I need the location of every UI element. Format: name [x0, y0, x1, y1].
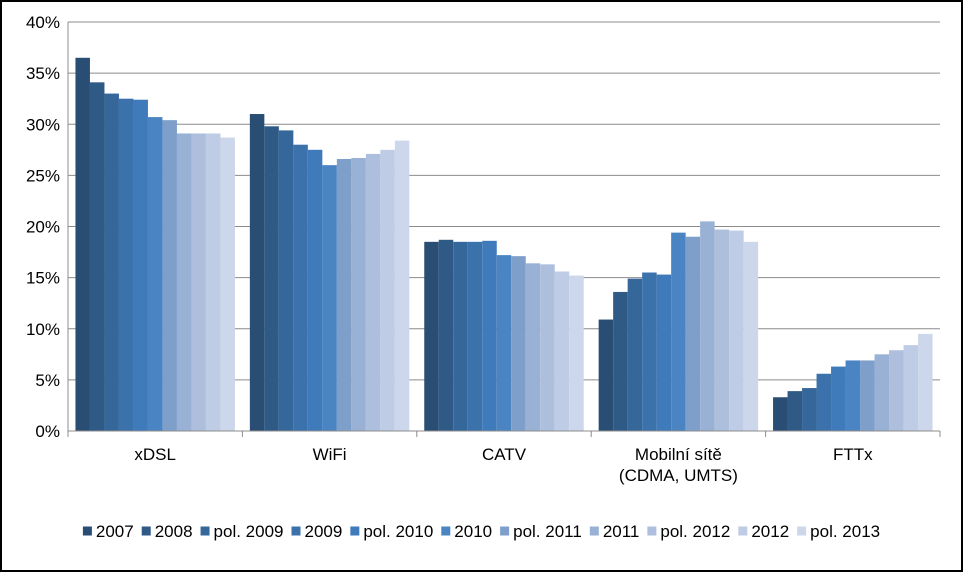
legend-swatch [82, 526, 92, 536]
bar [249, 114, 265, 432]
bar [264, 126, 279, 432]
bar [627, 278, 643, 431]
bar [685, 236, 701, 431]
bar [351, 157, 366, 431]
bar [118, 98, 134, 431]
legend-swatch [200, 526, 210, 536]
y-axis-tick-labels: 0% 5% 10% 15% 20% 25% 30% 35% 40% [26, 13, 60, 441]
bar-series [75, 57, 933, 432]
bar [860, 360, 875, 431]
x-category-label: CATV [482, 445, 527, 464]
bar [700, 221, 715, 431]
legend-label: 2008 [155, 522, 193, 541]
bar [496, 255, 512, 431]
legend-swatch [797, 526, 807, 536]
bar [787, 391, 803, 431]
legend-label: pol. 2012 [660, 522, 730, 541]
axes [67, 22, 941, 437]
legend-label: 2007 [96, 522, 134, 541]
legend-swatch [647, 526, 657, 536]
bar [322, 165, 337, 431]
bar [874, 354, 890, 431]
bar [365, 153, 381, 431]
bar [569, 275, 584, 431]
x-category-label: Mobilní sítě [635, 445, 722, 464]
bar [336, 159, 352, 431]
bar [380, 149, 395, 431]
bar [845, 360, 861, 431]
bar [162, 120, 177, 431]
bar [642, 272, 657, 431]
bar [176, 133, 192, 431]
legend-label: pol. 2011 [513, 522, 582, 541]
legend-label: pol. 2010 [363, 522, 433, 541]
legend-swatch [500, 526, 510, 536]
bar [714, 229, 730, 431]
x-category-label: FTTx [833, 445, 873, 464]
bar [656, 274, 672, 431]
legend-swatch [350, 526, 360, 536]
y-tick-label: 5% [35, 371, 60, 390]
legend-swatch [441, 526, 451, 536]
bar [191, 133, 206, 431]
bar [293, 144, 308, 431]
legend-swatch [291, 526, 301, 536]
y-tick-label: 20% [26, 218, 60, 237]
bar [482, 240, 497, 431]
bar [438, 239, 454, 431]
bar [671, 232, 686, 431]
legend-swatch [589, 526, 599, 536]
bar [540, 264, 555, 431]
bar [903, 345, 919, 431]
bar [816, 373, 832, 431]
legend-label: 2009 [305, 522, 343, 541]
bar [220, 137, 235, 432]
y-tick-label: 30% [26, 115, 60, 134]
legend-label: 2011 [603, 522, 640, 541]
bar [802, 388, 817, 431]
y-tick-label: 35% [26, 64, 60, 83]
bar [554, 271, 570, 431]
bar [424, 241, 439, 431]
legend-label: pol. 2013 [810, 522, 880, 541]
bar [773, 397, 788, 431]
bar [525, 263, 541, 431]
bar [831, 366, 846, 431]
legend-label: 2012 [751, 522, 789, 541]
bar [613, 291, 628, 431]
bar [918, 333, 933, 431]
bar [89, 82, 105, 431]
bar [394, 140, 410, 432]
bar [147, 117, 163, 431]
bar [205, 133, 221, 431]
y-tick-label: 15% [26, 269, 60, 288]
x-category-label: (CDMA, UMTS) [619, 466, 738, 485]
bar [453, 241, 468, 431]
y-tick-label: 10% [26, 320, 60, 339]
bar [729, 230, 744, 431]
y-tick-label: 0% [35, 422, 60, 441]
bar [511, 256, 526, 431]
y-tick-label: 40% [26, 13, 60, 32]
legend-label: pol. 2009 [214, 522, 284, 541]
bar [133, 99, 148, 432]
legend: 2007 2008 pol. 2009 2009 pol. 2010 2010 pol. 2… [82, 522, 880, 541]
legend-label: 2010 [454, 522, 492, 541]
bar [307, 149, 323, 431]
bar [598, 319, 614, 431]
legend-swatch [141, 526, 151, 536]
x-category-label: xDSL [134, 445, 176, 464]
x-axis-category-labels: xDSL WiFi CATV Mobilní sítě (CDMA, UMTS) FTTx [134, 445, 873, 485]
x-category-label: WiFi [313, 445, 347, 464]
bar [467, 241, 483, 431]
bar [75, 57, 90, 431]
bar [889, 350, 904, 431]
legend-swatch [738, 526, 748, 536]
bar [104, 93, 119, 431]
bar [278, 130, 294, 431]
y-tick-label: 25% [26, 166, 60, 185]
bar [743, 241, 759, 431]
